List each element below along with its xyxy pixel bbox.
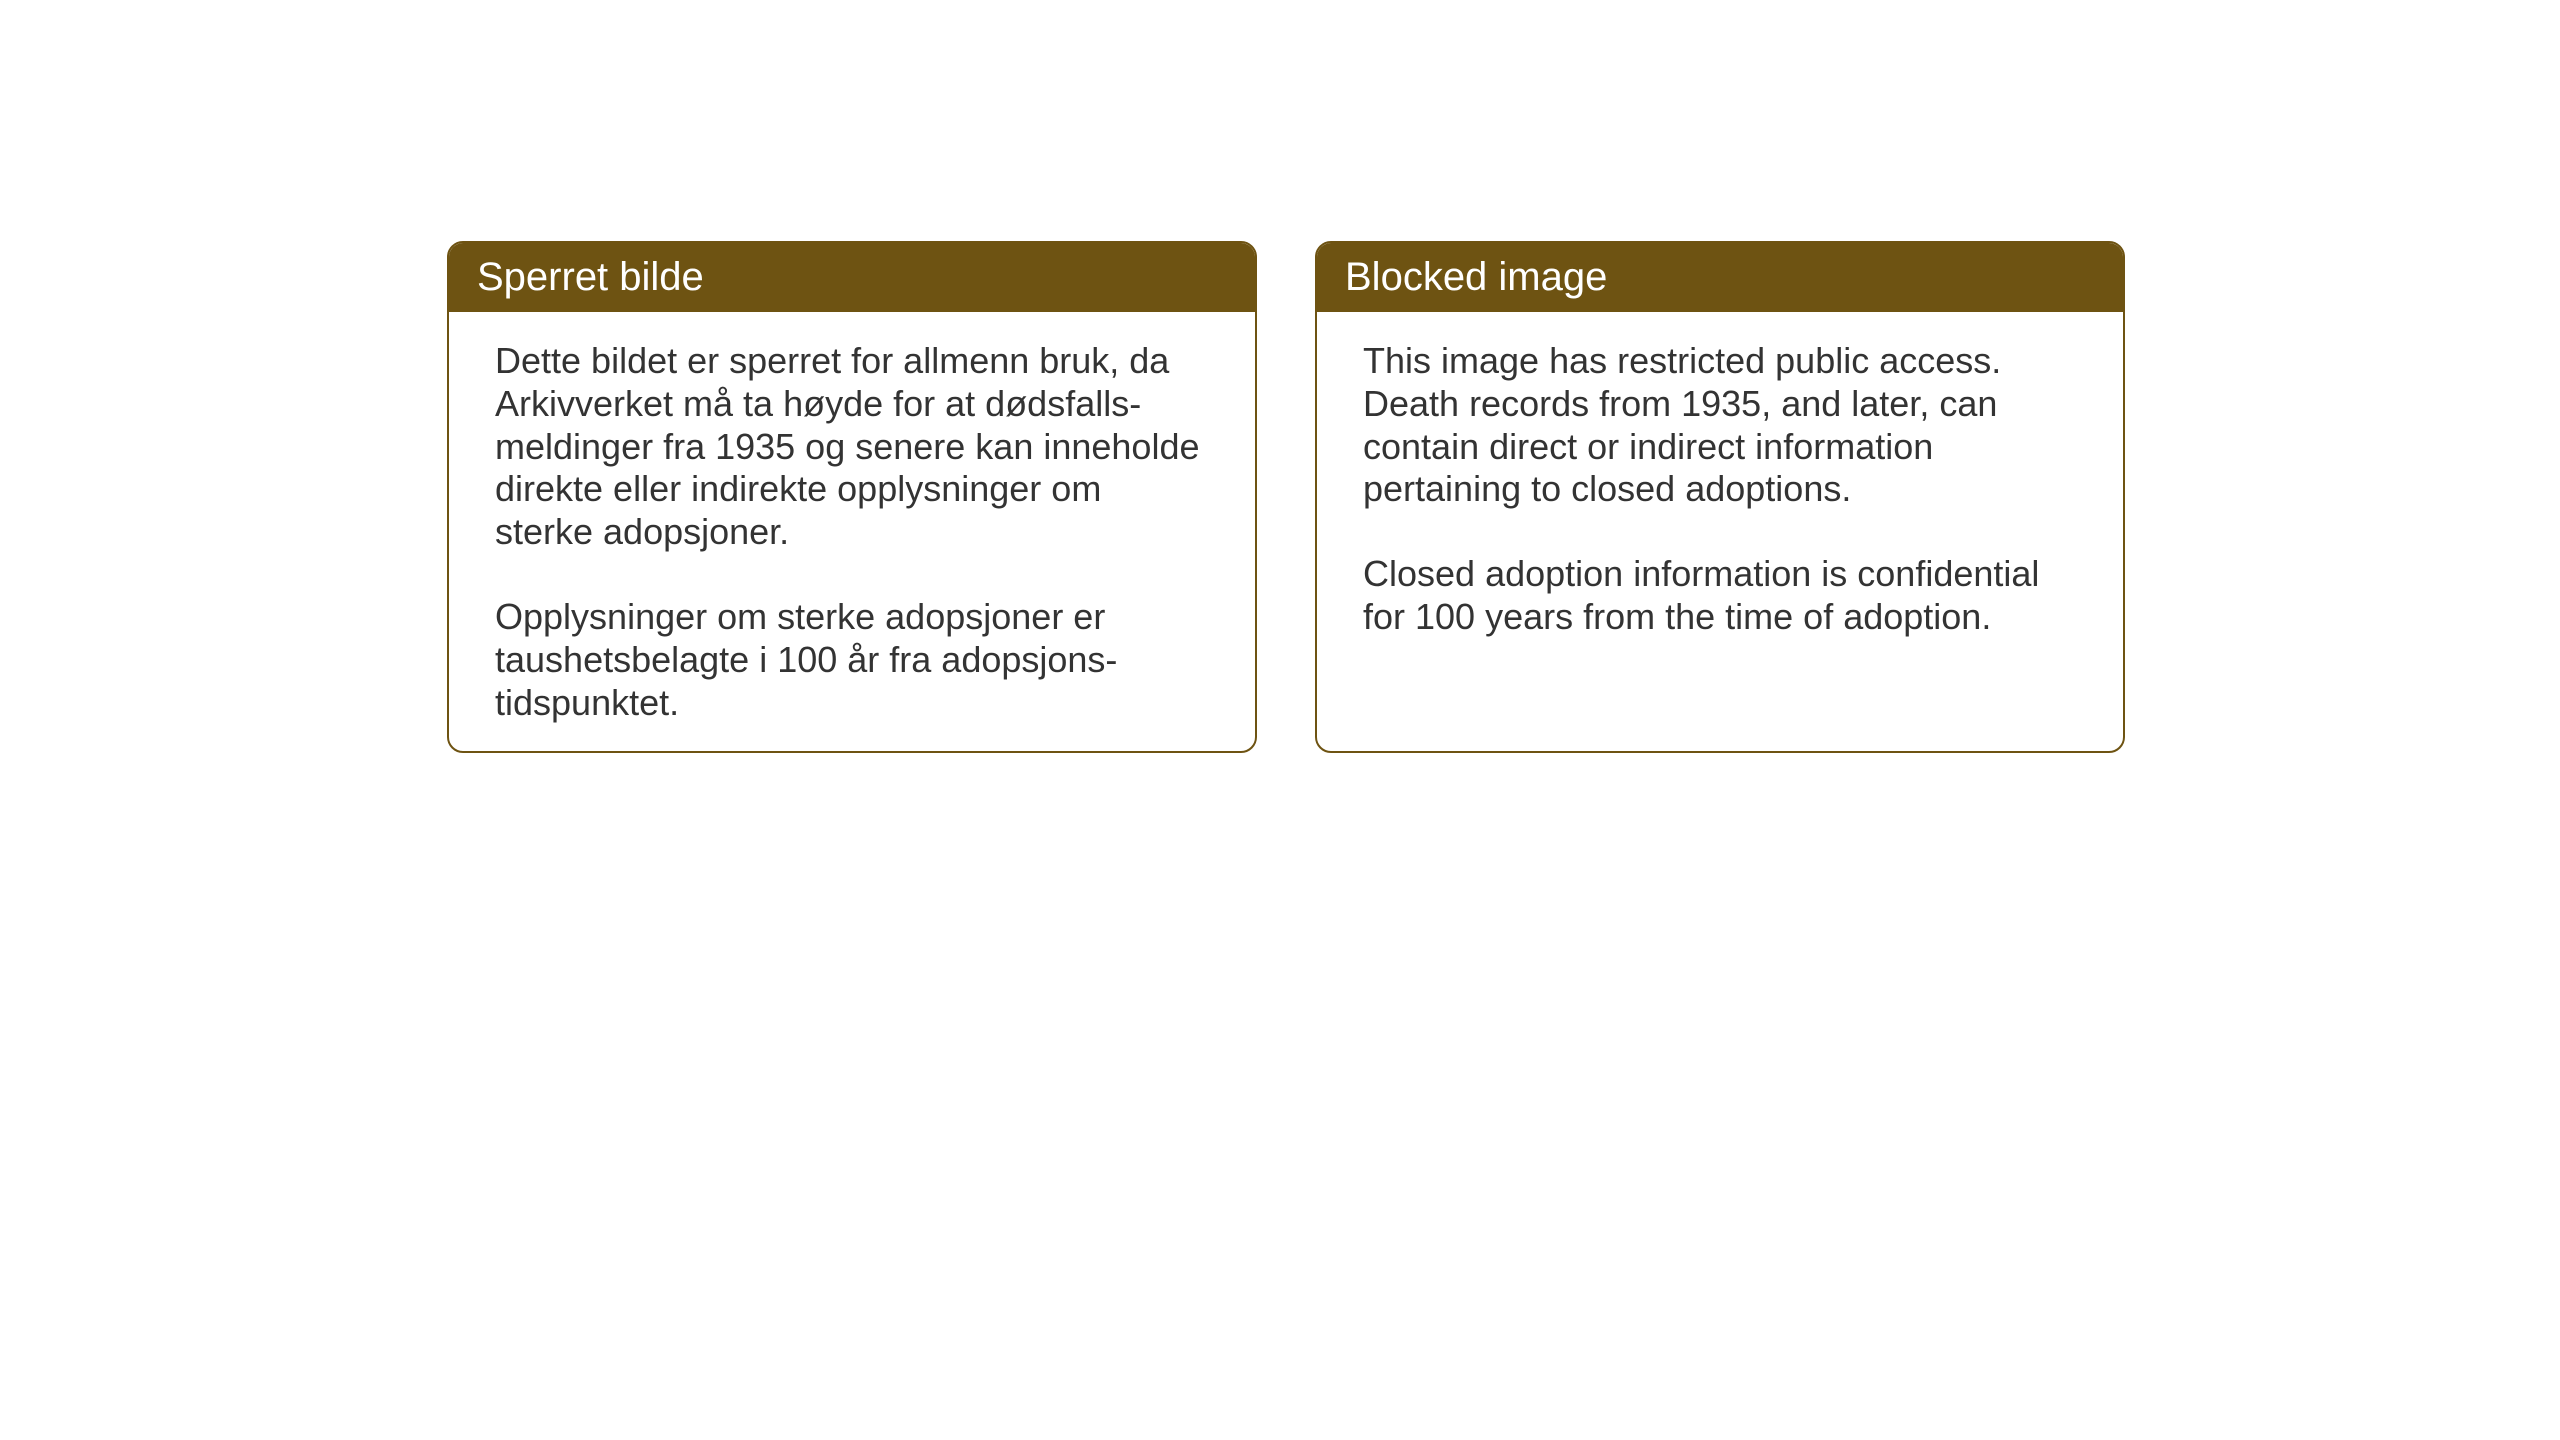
card-norwegian-title: Sperret bilde <box>477 255 704 299</box>
card-english-title: Blocked image <box>1345 255 1607 299</box>
card-english-body: This image has restricted public access.… <box>1317 312 2123 667</box>
card-norwegian-header: Sperret bilde <box>449 243 1255 312</box>
card-english-header: Blocked image <box>1317 243 2123 312</box>
card-english-paragraph1: This image has restricted public access.… <box>1363 340 2077 511</box>
card-norwegian: Sperret bilde Dette bildet er sperret fo… <box>447 241 1257 753</box>
cards-container: Sperret bilde Dette bildet er sperret fo… <box>447 241 2125 753</box>
card-english-paragraph2: Closed adoption information is confident… <box>1363 553 2077 639</box>
card-norwegian-paragraph2: Opplysninger om sterke adopsjoner er tau… <box>495 596 1209 724</box>
card-norwegian-paragraph1: Dette bildet er sperret for allmenn bruk… <box>495 340 1209 554</box>
card-norwegian-body: Dette bildet er sperret for allmenn bruk… <box>449 312 1255 753</box>
card-english: Blocked image This image has restricted … <box>1315 241 2125 753</box>
